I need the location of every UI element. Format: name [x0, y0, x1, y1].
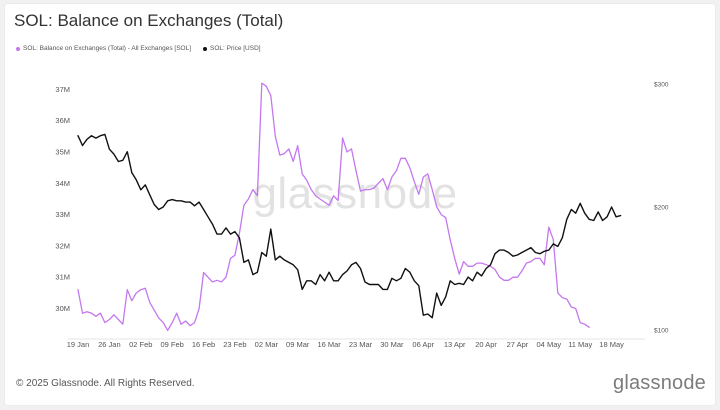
x-tick-label: 16 Mar — [317, 340, 341, 349]
legend-swatch-balance — [16, 46, 20, 51]
y-left-tick-label: 36M — [55, 116, 70, 125]
brand-logo: glassnode — [613, 372, 706, 394]
x-tick-label: 20 Apr — [475, 340, 497, 349]
x-tick-label: 11 May — [568, 340, 592, 349]
balance-series-line — [77, 82, 590, 332]
y-left-tick-label: 30M — [55, 304, 70, 313]
x-tick-label: 13 Apr — [444, 340, 466, 349]
x-tick-label: 02 Mar — [255, 340, 279, 349]
x-tick-label: 30 Mar — [380, 340, 404, 349]
axes: 19 Jan 26 Jan 02 Feb 09 Feb 16 Feb 23 Feb 02 M… — [55, 82, 668, 350]
legend-item-balance[interactable]: SOL: Balance on Exchanges (Total) - All … — [16, 45, 191, 52]
y-right-tick-label: $100 — [654, 328, 669, 335]
chart-title: SOL: Balance on Exchanges (Total) — [14, 11, 284, 30]
x-tick-label: 16 Feb — [192, 340, 215, 349]
x-tick-label: 26 Jan — [98, 340, 121, 349]
x-tick-label: 23 Mar — [349, 340, 373, 349]
legend-label-price: SOL: Price [USD] — [210, 45, 261, 52]
y-left-tick-label: 34M — [55, 179, 70, 188]
x-tick-label: 23 Feb — [223, 340, 246, 349]
x-tick-label: 19 Jan — [67, 340, 90, 349]
price-series-line — [77, 133, 622, 319]
series-lines — [77, 82, 622, 332]
x-tick-label: 04 May — [537, 340, 562, 349]
x-tick-label: 27 Apr — [507, 340, 529, 349]
copyright-footer: © 2025 Glassnode. All Rights Reserved. — [16, 378, 195, 389]
legend: SOL: Balance on Exchanges (Total) - All … — [16, 45, 261, 52]
legend-swatch-price — [203, 46, 208, 51]
y-left-tick-label: 31M — [55, 273, 70, 282]
x-tick-label: 09 Mar — [286, 340, 310, 349]
y-left-tick-label: 32M — [55, 241, 70, 250]
x-tick-label: 06 Apr — [412, 340, 434, 349]
watermark: glassnode — [252, 169, 457, 218]
x-tick-label: 09 Feb — [160, 340, 183, 349]
y-left-tick-label: 37M — [55, 85, 70, 94]
y-left-tick-label: 35M — [55, 148, 70, 157]
legend-label-balance: SOL: Balance on Exchanges (Total) - All … — [23, 45, 192, 52]
x-tick-label: 18 May — [599, 340, 624, 349]
legend-item-price[interactable]: SOL: Price [USD] — [203, 45, 261, 52]
y-left-tick-label: 33M — [55, 210, 70, 219]
y-right-tick-label: $200 — [654, 205, 669, 212]
x-tick-label: 02 Feb — [129, 340, 152, 349]
y-right-tick-label: $300 — [654, 82, 669, 89]
